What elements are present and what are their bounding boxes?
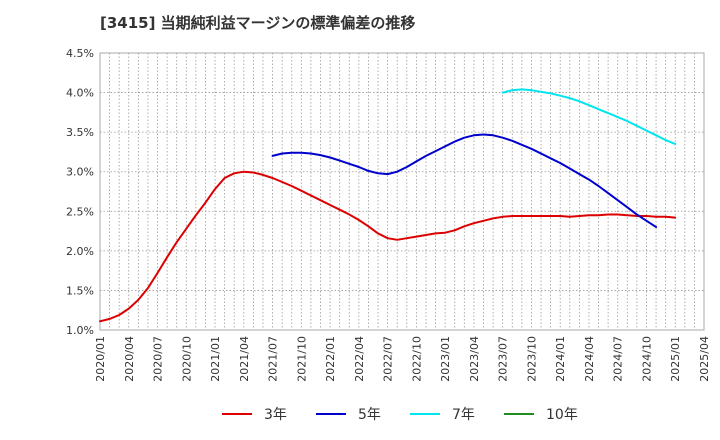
legend-label: 5年 bbox=[358, 407, 381, 423]
y-tick-label: 4.5% bbox=[66, 47, 94, 60]
x-tick-label: 2024/01 bbox=[554, 336, 567, 382]
x-tick-label: 2020/10 bbox=[180, 336, 193, 382]
x-tick-label: 2021/10 bbox=[295, 336, 308, 382]
x-tick-label: 2023/10 bbox=[525, 336, 538, 382]
series-line-7年 bbox=[501, 88, 677, 145]
y-tick-label: 1.0% bbox=[66, 324, 94, 337]
y-tick-label: 4.0% bbox=[66, 87, 94, 100]
y-axis-ticks: 1.0% 1.5% 2.0% 2.5% 3.0% 3.5% 4.0% 4.5% bbox=[66, 47, 94, 337]
y-tick-label: 3.5% bbox=[66, 126, 94, 139]
x-tick-label: 2025/01 bbox=[669, 336, 682, 382]
x-tick-label: 2023/04 bbox=[468, 336, 481, 382]
x-tick-label: 2024/10 bbox=[640, 336, 653, 382]
x-tick-label: 2021/04 bbox=[238, 336, 251, 382]
chart-title: [3415] 当期純利益マージンの標準偏差の推移 bbox=[100, 14, 416, 32]
x-tick-label: 2022/01 bbox=[324, 336, 337, 382]
grid bbox=[100, 53, 704, 330]
x-tick-label: 2020/04 bbox=[123, 336, 136, 382]
y-tick-label: 2.0% bbox=[66, 245, 94, 258]
x-tick-label: 2024/07 bbox=[612, 336, 625, 382]
legend: 3年 5年 7年 10年 bbox=[222, 407, 578, 423]
x-tick-label: 2022/10 bbox=[410, 336, 423, 382]
x-tick-label: 2021/01 bbox=[209, 336, 222, 382]
legend-label: 3年 bbox=[264, 407, 287, 423]
series-line-3年 bbox=[99, 170, 677, 323]
series-lines bbox=[99, 88, 677, 323]
series-line-5年 bbox=[271, 133, 658, 229]
x-tick-label: 2020/07 bbox=[152, 336, 165, 382]
x-tick-label: 2022/07 bbox=[382, 336, 395, 382]
x-tick-label: 2025/04 bbox=[698, 336, 711, 382]
x-tick-label: 2020/01 bbox=[94, 336, 107, 382]
legend-label: 10年 bbox=[546, 407, 578, 423]
y-tick-label: 1.5% bbox=[66, 284, 94, 297]
x-tick-label: 2021/07 bbox=[267, 336, 280, 382]
x-tick-label: 2023/01 bbox=[439, 336, 452, 382]
y-tick-label: 2.5% bbox=[66, 205, 94, 218]
x-axis-ticks: 2020/01 2020/04 2020/07 2020/10 2021/01 2021/… bbox=[94, 336, 711, 382]
x-tick-label: 2023/07 bbox=[497, 336, 510, 382]
x-tick-label: 2022/04 bbox=[353, 336, 366, 382]
plot-area bbox=[99, 52, 705, 331]
legend-label: 7年 bbox=[452, 407, 475, 423]
x-tick-label: 2024/04 bbox=[583, 336, 596, 382]
y-tick-label: 3.0% bbox=[66, 166, 94, 179]
